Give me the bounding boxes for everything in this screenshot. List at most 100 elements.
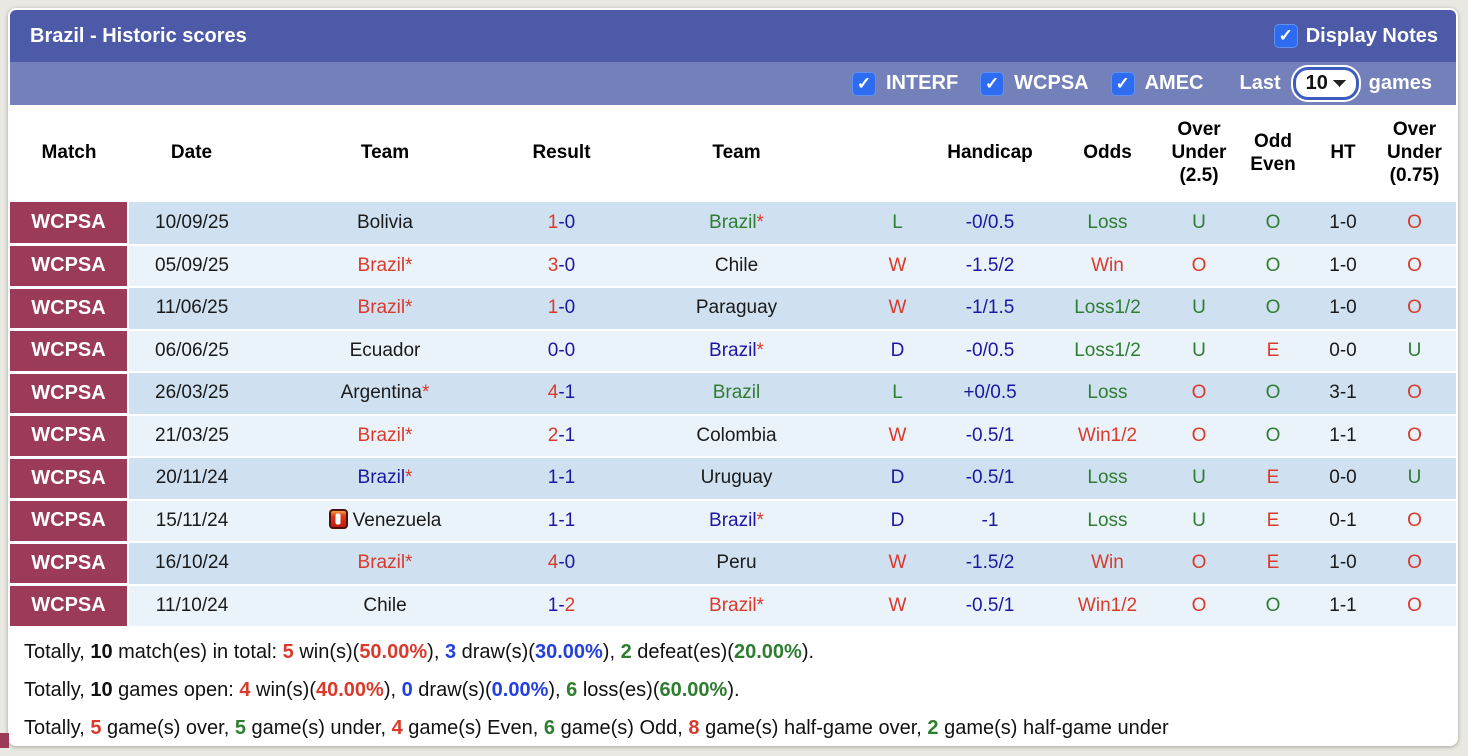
home-score: 4 [547, 552, 559, 574]
over-under-075-value: O [1407, 297, 1422, 319]
match-date-cell: 11/06/25 [128, 287, 255, 331]
team-name: Brazil [357, 297, 406, 319]
odd-even-cell: E [1233, 329, 1313, 373]
home-team-cell: Brazil* [255, 414, 515, 458]
over-under-25-value: O [1191, 594, 1207, 616]
home-team-cell: Chile [255, 584, 515, 628]
odds-cell: Win [1050, 244, 1165, 288]
last-label: Last [1239, 72, 1281, 94]
match-row: WCPSA 20/11/24 Brazil* 1-1 Uruguay D -0.… [10, 457, 1456, 501]
over-under-075-value: U [1407, 467, 1422, 489]
match-date-cell: 06/06/25 [128, 329, 255, 373]
home-away-star: * [405, 552, 413, 574]
handicap-cell: -0.5/1 [930, 414, 1050, 458]
away-team-cell: Brazil [608, 372, 865, 416]
home-away-star: * [405, 254, 413, 276]
wcpsa-checkbox[interactable] [980, 71, 1005, 96]
away-team-cell: Colombia [608, 414, 865, 458]
away-team-cell: Uruguay [608, 457, 865, 501]
summary-line-3: Totally, 5 game(s) over, 5 game(s) under… [24, 716, 1169, 739]
match-row: WCPSA 21/03/25 Brazil* 2-1 Colombia W -0… [10, 414, 1456, 459]
odds-cell: Win1/2 [1050, 584, 1165, 628]
handicap-cell: -0/0.5 [930, 329, 1050, 373]
odd-even-value: E [1266, 467, 1280, 489]
over-under-25-cell: O [1165, 372, 1233, 416]
scrollbar-thumb[interactable] [0, 733, 9, 748]
odd-even-cell: O [1233, 414, 1313, 458]
over-under-075-value: O [1407, 211, 1422, 233]
result-cell: 0-0 [515, 329, 608, 373]
odds-cell: Loss [1050, 457, 1165, 501]
amec-checkbox[interactable] [1110, 71, 1135, 96]
over-under-075-cell: O [1373, 414, 1456, 458]
display-notes-checkbox[interactable] [1273, 24, 1298, 48]
home-team-cell: Venezuela [255, 499, 515, 543]
over-under-25-value: O [1191, 424, 1207, 446]
table-body: WCPSA 10/09/25 Bolivia 1-0 Brazil* L -0/… [10, 202, 1456, 629]
over-under-075-cell: O [1373, 372, 1456, 416]
away-team-cell: Brazil* [608, 202, 865, 246]
over-under-075-cell: U [1373, 329, 1456, 373]
col-header-wdl [865, 105, 930, 202]
odds-value: Loss [1087, 467, 1128, 489]
interf-checkbox[interactable] [851, 71, 876, 96]
win-draw-loss-cell: W [865, 414, 930, 458]
home-score: 0 [547, 339, 559, 361]
home-score: 1 [547, 594, 559, 616]
odds-cell: Loss [1050, 202, 1165, 246]
over-under-25-cell: U [1165, 499, 1233, 543]
over-under-075-value: O [1407, 552, 1422, 574]
match-row: WCPSA 11/10/24 Chile 1-2 Brazil* W -0.5/… [10, 584, 1456, 629]
away-team-cell: Paraguay [608, 287, 865, 331]
odd-even-cell: O [1233, 584, 1313, 628]
over-under-075-value: O [1407, 254, 1422, 276]
match-competition-cell: WCPSA [10, 244, 129, 289]
odd-even-cell: O [1233, 244, 1313, 288]
home-away-star: * [405, 467, 413, 489]
match-row: WCPSA 10/09/25 Bolivia 1-0 Brazil* L -0/… [10, 202, 1456, 246]
odd-even-value: O [1265, 382, 1281, 404]
match-competition-cell: WCPSA [10, 329, 129, 374]
odds-value: Loss [1087, 382, 1128, 404]
over-under-25-cell: U [1165, 457, 1233, 501]
odds-value: Loss [1087, 509, 1128, 531]
handicap-cell: -1.5/2 [930, 542, 1050, 586]
odd-even-value: O [1265, 297, 1281, 319]
over-under-25-cell: O [1165, 414, 1233, 458]
home-away-star: * [421, 382, 430, 404]
wdl-value: W [888, 297, 907, 319]
home-away-star: * [756, 594, 764, 616]
display-notes-label: Display Notes [1305, 24, 1438, 47]
col-header-over-under-075: Over Under (0.75) [1387, 119, 1442, 186]
match-row: WCPSA 15/11/24 Venezuela 1-1 Brazil* D -… [10, 499, 1456, 544]
match-competition-cell: WCPSA [10, 584, 129, 629]
result-cell: 1-1 [515, 457, 608, 501]
over-under-075-cell: O [1373, 499, 1456, 543]
odds-value: Win1/2 [1077, 594, 1138, 616]
home-away-star: * [756, 211, 764, 233]
page-title: Brazil - Historic scores [30, 24, 247, 47]
team-name: Argentina [340, 382, 422, 404]
summary-footer: Totally, 10 match(es) in total: 5 win(s)… [10, 628, 1456, 744]
team-name: Brazil [709, 211, 757, 233]
win-draw-loss-cell: D [865, 499, 930, 543]
games-count-select[interactable]: 10 [1290, 65, 1361, 102]
odd-even-value: E [1266, 339, 1280, 361]
team-name: Paraguay [695, 297, 778, 319]
win-draw-loss-cell: L [865, 372, 930, 416]
over-under-075-value: O [1407, 594, 1422, 616]
score-dash: - [558, 594, 565, 616]
over-under-075-cell: O [1373, 202, 1456, 246]
team-name: Brazil [357, 552, 406, 574]
handicap-cell: -1.5/2 [930, 244, 1050, 288]
odds-value: Loss [1087, 211, 1128, 233]
match-competition-cell: WCPSA [10, 414, 129, 459]
match-competition-cell: WCPSA [10, 287, 129, 331]
home-away-star: * [405, 424, 413, 446]
home-score: 1 [547, 509, 559, 531]
team-name: Colombia [696, 424, 777, 446]
score-dash: - [558, 467, 565, 489]
score-dash: - [558, 339, 565, 361]
home-score: 1 [547, 211, 559, 233]
team-name: Brazil [712, 382, 761, 404]
